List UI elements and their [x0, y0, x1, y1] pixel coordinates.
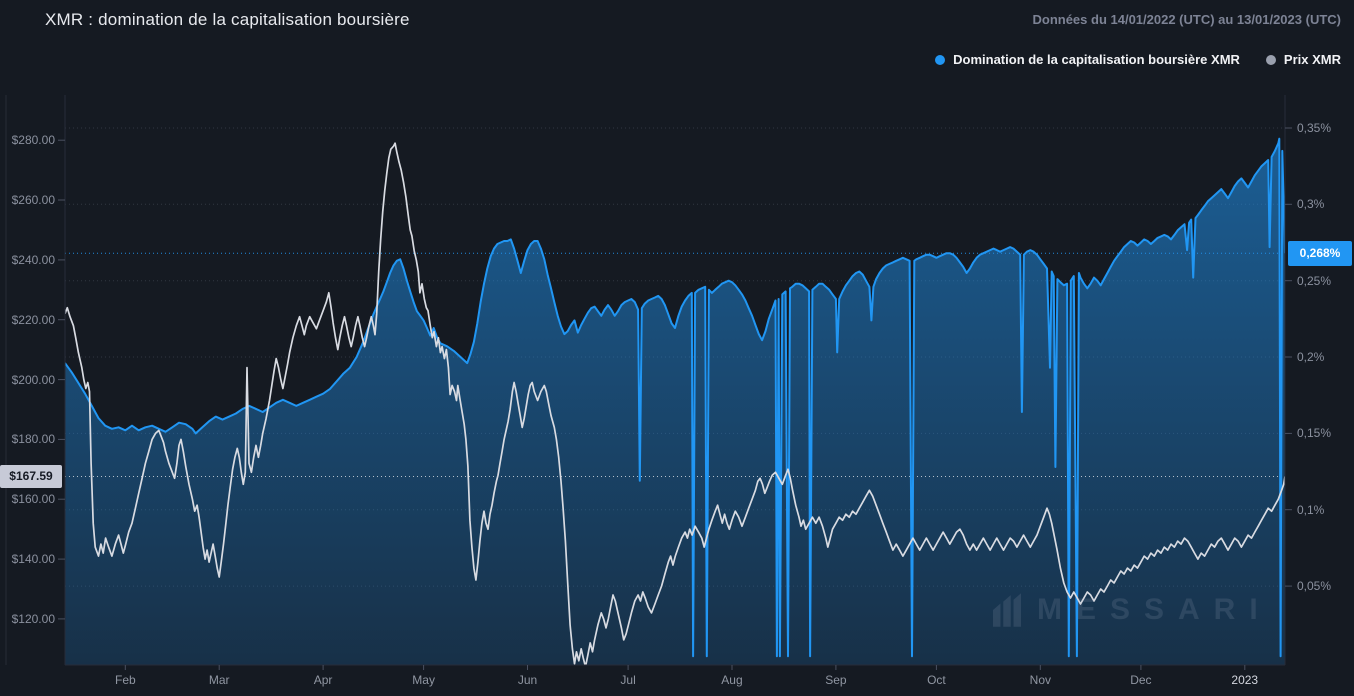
legend-item-price[interactable]: Prix XMR: [1265, 52, 1341, 67]
time-axis-tick-label: Dec: [1130, 673, 1152, 687]
legend-label-price: Prix XMR: [1283, 52, 1341, 67]
dominance-last-value-badge: 0,268%: [1288, 240, 1352, 266]
time-axis-tick-label: Feb: [114, 673, 136, 687]
dominance-axis-tick-label: 0,25%: [1297, 273, 1332, 288]
legend: Domination de la capitalisation boursièr…: [935, 52, 1341, 67]
time-axis-tick-label: 2023: [1231, 673, 1259, 687]
dominance-axis-tick-label: 0,05%: [1297, 579, 1332, 594]
time-axis-tick-label: Aug: [721, 673, 743, 687]
price-axis-tick-label: $280.00: [11, 133, 55, 148]
page-title: XMR : domination de la capitalisation bo…: [45, 10, 410, 29]
price-axis-tick-label: $200.00: [11, 372, 55, 387]
time-axis-tick-label: Oct: [927, 673, 946, 687]
price-axis-tick-label: $160.00: [11, 492, 55, 507]
price-axis-tick-label: $220.00: [11, 312, 55, 327]
time-axis-tick-label: Jul: [620, 673, 636, 687]
time-axis-tick-label: Mar: [208, 673, 230, 687]
legend-item-dominance[interactable]: Domination de la capitalisation boursièr…: [935, 52, 1240, 67]
price-axis-tick-label: $140.00: [11, 552, 55, 567]
legend-label-dominance: Domination de la capitalisation boursièr…: [953, 52, 1240, 67]
dominance-axis-tick-label: 0,35%: [1297, 120, 1332, 135]
dominance-axis-tick-label: 0,3%: [1297, 197, 1325, 212]
time-axis-tick-label: Jun: [517, 673, 538, 687]
price-axis-tick-label: $260.00: [11, 193, 55, 208]
price-series-dot-icon: [1265, 54, 1276, 65]
price-axis-tick-label: $240.00: [11, 252, 55, 267]
time-axis-tick-label: Nov: [1029, 673, 1051, 687]
dominance-axis-tick-label: 0,2%: [1297, 350, 1325, 365]
dominance-series-dot-icon: [935, 54, 946, 65]
price-axis-tick-label: $120.00: [11, 611, 55, 626]
dominance-axis-tick-label: 0,1%: [1297, 502, 1325, 517]
price-last-value-badge: $167.59: [0, 465, 62, 489]
time-axis-tick-label: Sep: [825, 673, 847, 687]
dominance-axis-tick-label: 0,15%: [1297, 426, 1332, 441]
price-line: [65, 142, 1285, 665]
time-axis-tick-label: May: [412, 673, 435, 687]
date-range-label: Données du 14/01/2022 (UTC) au 13/01/202…: [1032, 12, 1341, 27]
time-axis-tick-label: Apr: [313, 673, 333, 687]
price-axis-tick-label: $180.00: [11, 432, 55, 447]
dominance-area: [65, 138, 1285, 665]
